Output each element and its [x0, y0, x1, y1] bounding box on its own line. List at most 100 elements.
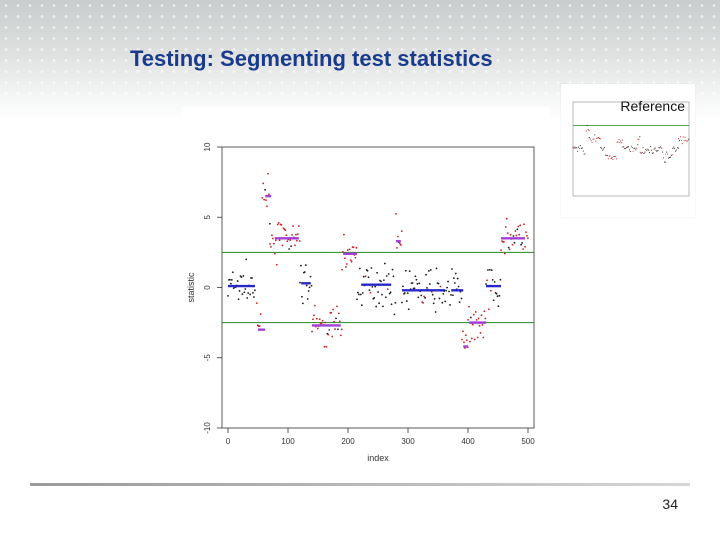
scatter-point — [394, 301, 397, 304]
scatter-point — [450, 293, 452, 296]
scatter-point — [417, 296, 420, 299]
ref-scatter-point — [640, 152, 642, 154]
scatter-point — [416, 283, 419, 285]
scatter-point — [313, 304, 316, 307]
scatter-point — [388, 292, 391, 295]
scatter-point — [456, 277, 459, 280]
ref-scatter-point — [605, 154, 607, 157]
scatter-point — [281, 244, 284, 247]
ref-scatter-point — [618, 138, 620, 140]
scatter-point — [513, 241, 516, 244]
scatter-point — [504, 226, 507, 228]
scatter-point — [340, 328, 343, 331]
scatter-point — [292, 225, 294, 228]
scatter-point — [274, 239, 277, 242]
scatter-point — [479, 332, 482, 334]
scatter-point — [406, 292, 409, 295]
ref-scatter-point — [641, 151, 643, 153]
scatter-point — [332, 308, 335, 311]
ref-scatter-point — [648, 149, 650, 151]
scatter-point — [395, 212, 397, 215]
ref-scatter-point — [630, 145, 632, 147]
scatter-point — [271, 234, 273, 237]
ref-scatter-point — [573, 147, 575, 149]
scatter-point — [328, 328, 331, 331]
scatter-point — [463, 341, 465, 344]
y-tick-label: -5 — [203, 354, 212, 362]
ref-scatter-point — [604, 154, 607, 156]
scatter-point — [297, 225, 300, 227]
scatter-point — [273, 252, 276, 255]
scatter-point — [296, 233, 299, 236]
ref-scatter-point — [574, 146, 576, 148]
ref-scatter-point — [632, 150, 634, 152]
scatter-point — [312, 318, 314, 321]
ref-scatter-point — [629, 151, 631, 153]
scatter-point — [323, 345, 326, 348]
reference-scatter-svg — [572, 101, 690, 197]
ref-scatter-point — [674, 147, 676, 150]
scatter-point — [230, 279, 233, 281]
ref-scatter-point — [593, 138, 595, 140]
ref-scatter-point — [682, 136, 684, 138]
ref-scatter-point — [579, 145, 581, 147]
scatter-point — [414, 275, 417, 278]
scatter-point — [490, 269, 493, 272]
ref-scatter-point — [656, 150, 658, 152]
scatter-point — [522, 248, 524, 250]
ref-scatter-point — [662, 157, 665, 159]
scatter-point — [437, 282, 440, 285]
ref-scatter-point — [642, 147, 644, 149]
scatter-point — [295, 233, 297, 236]
ref-scatter-point — [626, 146, 628, 148]
scatter-point — [244, 288, 247, 290]
ref-scatter-point — [596, 138, 598, 140]
scatter-point — [313, 314, 315, 317]
scatter-point — [242, 275, 245, 277]
ref-scatter-point — [657, 149, 659, 151]
scatter-point — [464, 334, 467, 337]
ref-scatter-point — [650, 149, 652, 151]
ref-scatter-point — [675, 149, 678, 151]
ref-scatter-point — [683, 140, 685, 142]
ref-scatter-point — [668, 157, 670, 159]
scatter-point — [489, 289, 492, 292]
ref-scatter-point — [659, 147, 661, 149]
ref-scatter-point — [604, 146, 606, 148]
scatter-point — [320, 322, 323, 325]
scatter-point — [306, 298, 309, 300]
ref-scatter-point — [609, 155, 611, 157]
scatter-point — [425, 273, 427, 276]
scatter-point — [231, 271, 234, 274]
ref-scatter-point — [599, 138, 601, 140]
scatter-point — [381, 293, 383, 296]
scatter-point — [525, 231, 527, 234]
scatter-point — [354, 256, 357, 259]
scatter-point — [453, 282, 456, 284]
ref-scatter-point — [626, 146, 629, 148]
scatter-point — [236, 280, 239, 282]
ref-scatter-point — [649, 152, 651, 154]
ref-scatter-point — [633, 147, 635, 149]
scatter-point — [333, 320, 335, 323]
scatter-point — [298, 240, 301, 242]
scatter-point — [342, 250, 344, 253]
reference-plot-panel — [561, 84, 695, 217]
ref-scatter-point — [584, 153, 586, 155]
scatter-point — [452, 277, 455, 280]
scatter-point — [483, 310, 486, 313]
scatter-point — [435, 267, 438, 270]
ref-scatter-point — [662, 151, 664, 153]
scatter-point — [290, 245, 293, 248]
scatter-point — [503, 252, 506, 255]
ref-scatter-point — [631, 146, 633, 148]
scatter-point — [429, 269, 432, 271]
scatter-point — [447, 280, 449, 283]
scatter-point — [387, 273, 390, 275]
ref-scatter-point — [643, 152, 645, 154]
scatter-point — [493, 281, 496, 283]
ref-scatter-point — [670, 154, 672, 156]
scatter-point — [358, 267, 361, 270]
ref-scatter-point — [668, 156, 671, 158]
scatter-point — [454, 272, 457, 275]
